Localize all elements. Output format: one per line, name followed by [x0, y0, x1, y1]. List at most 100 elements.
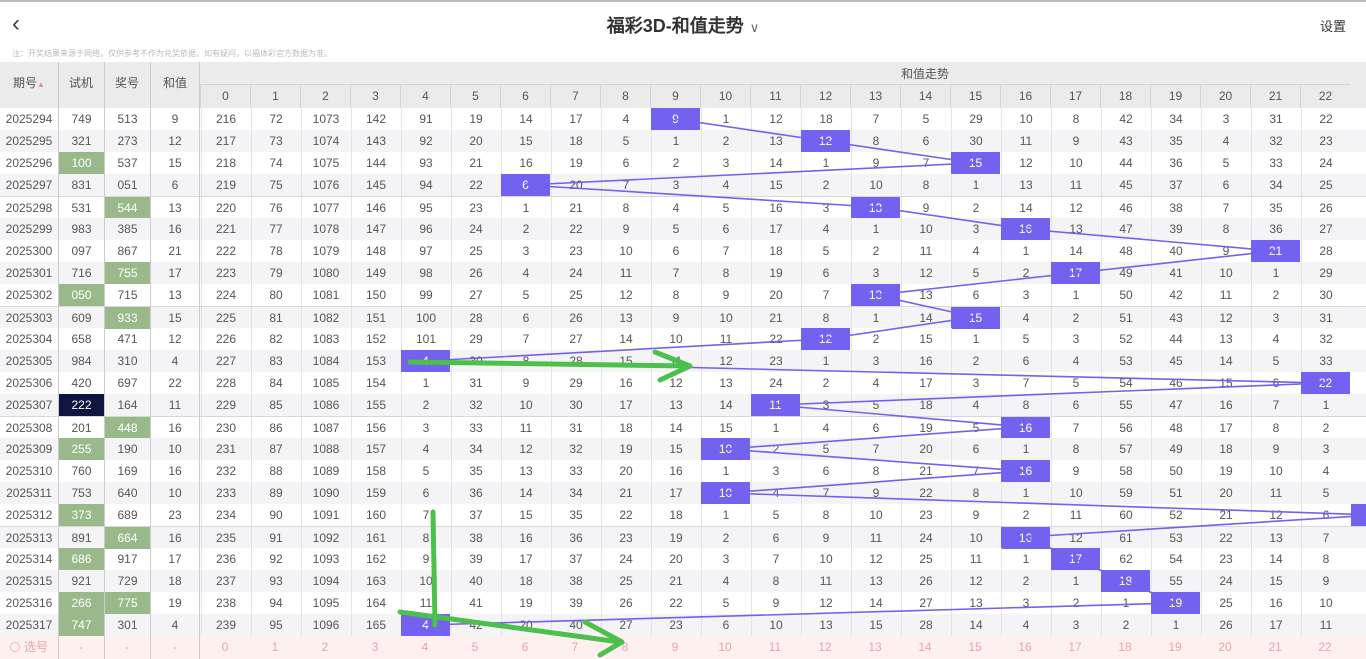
miss-count-cell: 15 — [901, 328, 950, 350]
col-issue-header[interactable]: 期号▲ — [0, 74, 58, 91]
trial-number-cell: 891 — [71, 531, 92, 545]
miss-count-cell: 223 — [201, 262, 250, 284]
trial-number-cell: 609 — [71, 311, 92, 325]
table-row: 2025307 222 164 11 229 85 1086 155 2 32 10 30 17 13 14… — [0, 394, 1366, 416]
miss-count-cell: 1 — [651, 130, 700, 152]
miss-count-cell: 34 — [551, 482, 600, 504]
trial-number-cell: 266 — [59, 592, 104, 614]
sum-value-cell: 12 — [168, 134, 182, 148]
select-number-button[interactable]: 9 — [671, 640, 679, 654]
sum-column-header: 19 — [1150, 84, 1200, 108]
select-number-button[interactable]: 2 — [321, 640, 329, 654]
miss-count-cell: 22 — [451, 174, 500, 196]
miss-count-cell: 16 — [1251, 592, 1300, 614]
miss-count-cell: 11 — [951, 548, 1000, 570]
sort-icon[interactable]: ▲ — [37, 80, 45, 89]
miss-count-cell: 4 — [1051, 350, 1100, 372]
miss-count-cell: 14 — [851, 592, 900, 614]
select-number-button[interactable]: 10 — [718, 640, 732, 654]
sum-column-header: 21 — [1250, 84, 1300, 108]
miss-count-cell: 27 — [601, 614, 650, 636]
select-number-button[interactable]: 12 — [818, 640, 832, 654]
select-number-button[interactable]: 18 — [1118, 640, 1132, 654]
miss-count-cell: 7 — [1301, 527, 1350, 549]
miss-count-cell: 89 — [251, 482, 300, 504]
miss-count-cell: 17 — [501, 548, 550, 570]
miss-count-cell: 4 — [801, 218, 850, 240]
select-number-button[interactable]: 1 — [271, 640, 279, 654]
miss-count-cell: 157 — [351, 438, 400, 460]
settings-button[interactable]: 设置 — [1319, 19, 1346, 34]
miss-count-cell: 30 — [951, 130, 1000, 152]
miss-count-cell: 20 — [601, 460, 650, 482]
select-number-button[interactable]: 17 — [1068, 640, 1082, 654]
miss-count-cell: 10 — [401, 570, 450, 592]
miss-count-cell: 14 — [601, 328, 650, 350]
miss-count-cell: 15 — [1201, 372, 1250, 394]
miss-count-cell: 26 — [451, 262, 500, 284]
miss-count-cell: 20 — [1201, 482, 1250, 504]
select-number-button[interactable]: 6 — [521, 640, 529, 654]
select-number-button[interactable]: 14 — [918, 640, 932, 654]
miss-count-cell: 11 — [851, 527, 900, 549]
select-number-button[interactable]: 5 — [471, 640, 479, 654]
miss-count-cell: 1075 — [301, 152, 350, 174]
miss-count-cell: 20 — [451, 130, 500, 152]
page-title[interactable]: 福彩3D-和值走势 ∨ — [0, 12, 1366, 38]
miss-count-cell: 50 — [1151, 460, 1200, 482]
miss-count-cell: 54 — [1101, 372, 1150, 394]
miss-count-cell: 26 — [601, 592, 650, 614]
miss-count-cell: 1084 — [301, 350, 350, 372]
sum-value-cell: 16 — [168, 464, 182, 478]
sum-hit-cell: 18 — [1101, 570, 1150, 592]
chevron-down-icon[interactable]: ∨ — [749, 20, 760, 35]
sum-value-cell: 4 — [171, 618, 179, 632]
miss-count-cell: 24 — [1201, 570, 1250, 592]
miss-count-cell: 21 — [551, 197, 600, 219]
select-number-button[interactable]: 4 — [421, 640, 429, 654]
table-row: 2025297 831 051 6 219 75 1076 145 94 22 6 20 7 3 4 15 2 1… — [0, 174, 1366, 196]
miss-count-cell: 32 — [451, 394, 500, 416]
miss-count-cell: 11 — [1251, 482, 1300, 504]
miss-count-cell: 33 — [451, 417, 500, 439]
miss-count-cell: 34 — [451, 438, 500, 460]
select-number-button[interactable]: 3 — [371, 640, 379, 654]
miss-count-cell: 11 — [1051, 504, 1100, 526]
select-number-button[interactable]: 21 — [1268, 640, 1282, 654]
select-number-button[interactable]: 13 — [868, 640, 882, 654]
miss-count-cell: 16 — [501, 527, 550, 549]
miss-count-cell: 5 — [701, 592, 750, 614]
miss-count-cell: 1088 — [301, 438, 350, 460]
miss-count-cell: 10 — [951, 527, 1000, 549]
miss-count-cell: 35 — [1151, 130, 1200, 152]
select-number-label[interactable]: 选号 — [0, 636, 58, 658]
miss-count-cell: 1 — [1151, 614, 1200, 636]
miss-count-cell: 27 — [551, 328, 600, 350]
miss-count-cell: 6 — [851, 417, 900, 439]
sum-column-header: 5 — [450, 84, 500, 108]
select-number-button[interactable]: 16 — [1018, 640, 1032, 654]
select-number-button[interactable]: 11 — [768, 640, 782, 654]
miss-count-cell: 7 — [1051, 417, 1100, 439]
miss-count-cell: 8 — [851, 460, 900, 482]
miss-count-cell: 42 — [1151, 284, 1200, 306]
issue-cell: 2025301 — [5, 266, 53, 280]
miss-count-cell: 156 — [351, 417, 400, 439]
miss-count-cell: 2 — [951, 197, 1000, 219]
miss-count-cell: 11 — [901, 240, 950, 262]
select-number-button[interactable]: 0 — [221, 640, 229, 654]
miss-count-cell: 11 — [1201, 284, 1250, 306]
select-number-button[interactable]: 7 — [571, 640, 579, 654]
select-number-button[interactable]: 22 — [1318, 640, 1332, 654]
miss-count-cell: 101 — [401, 328, 450, 350]
miss-count-cell: 92 — [401, 130, 450, 152]
radio-icon[interactable] — [9, 642, 20, 652]
select-number-button[interactable]: 19 — [1168, 640, 1182, 654]
miss-count-cell: 23 — [1201, 548, 1250, 570]
select-number-button[interactable]: 15 — [968, 640, 982, 654]
select-number-button[interactable]: 8 — [621, 640, 629, 654]
issue-cell: 2025303 — [5, 311, 53, 325]
select-number-button[interactable]: 20 — [1218, 640, 1232, 654]
back-chevron-icon[interactable]: ‹ — [12, 10, 20, 37]
miss-count-cell: 147 — [351, 218, 400, 240]
